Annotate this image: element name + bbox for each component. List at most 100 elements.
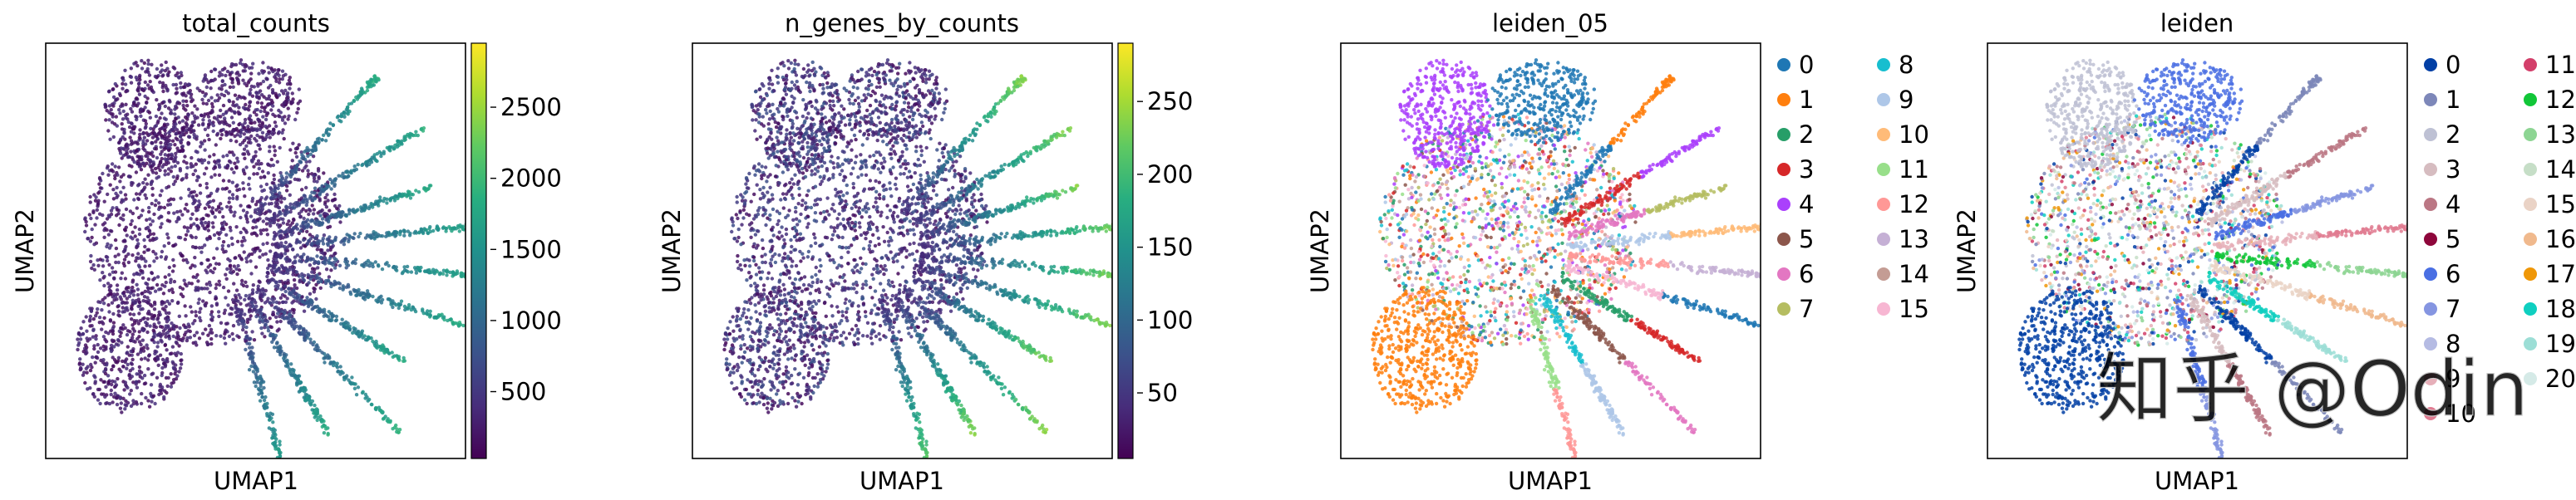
scatter-point — [252, 338, 257, 342]
scatter-point — [881, 225, 885, 229]
scatter-point — [129, 349, 133, 354]
scatter-point — [379, 154, 383, 159]
scatter-point — [129, 306, 134, 311]
scatter-point — [249, 364, 254, 369]
scatter-point — [244, 347, 248, 352]
scatter-point — [253, 247, 258, 251]
scatter-point — [379, 409, 384, 414]
scatter-point — [126, 120, 131, 125]
scatter-point — [144, 395, 148, 400]
scatter-point — [303, 392, 308, 397]
scatter-point — [370, 235, 374, 239]
scatter-point — [365, 159, 370, 164]
scatter-point — [135, 87, 140, 91]
scatter-point — [201, 299, 205, 303]
scatter-point — [120, 156, 124, 160]
scatter-point — [855, 312, 860, 316]
scatter-point — [234, 76, 239, 81]
scatter-point — [111, 112, 115, 116]
scatter-point — [318, 191, 322, 196]
scatter-point — [156, 174, 161, 179]
scatter-point — [247, 130, 252, 134]
scatter-point — [905, 232, 910, 236]
scatter-point — [137, 335, 141, 339]
scatter-point — [396, 140, 400, 144]
scatter-point — [278, 212, 283, 216]
scatter-point — [249, 158, 254, 163]
scatter-point — [293, 255, 298, 259]
scatter-point — [271, 104, 275, 108]
scatter-point — [244, 144, 249, 148]
scatter-point — [286, 210, 290, 214]
scatter-point — [239, 296, 243, 300]
scatter-point — [451, 271, 456, 275]
scatter-point — [107, 214, 111, 219]
scatter-point — [222, 93, 227, 98]
scatter-point — [390, 350, 394, 355]
scatter-point — [401, 228, 406, 233]
scatter-point — [288, 292, 292, 296]
scatter-point — [134, 259, 138, 263]
scatter-point — [298, 324, 303, 329]
scatter-point — [753, 173, 757, 177]
scatter-point — [140, 370, 144, 375]
scatter-point — [278, 443, 282, 447]
scatter-point — [160, 357, 165, 362]
scatter-point — [174, 122, 178, 126]
scatter-point — [362, 295, 366, 300]
scatter-point — [363, 337, 368, 342]
scatter-point — [343, 213, 348, 217]
scatter-point — [107, 118, 111, 122]
scatter-point — [799, 212, 803, 217]
scatter-point — [129, 235, 133, 239]
scatter-point — [325, 242, 330, 246]
scatter-point — [117, 140, 121, 145]
scatter-point — [270, 243, 275, 247]
scatter-point — [234, 267, 239, 271]
scatter-point — [251, 283, 255, 287]
scatter-point — [175, 336, 179, 340]
scatter-point — [374, 341, 379, 346]
scatter-point — [165, 218, 170, 223]
scatter-point — [285, 228, 289, 233]
scatter-point — [88, 194, 92, 199]
scatter-point — [136, 321, 141, 326]
scatter-point — [259, 288, 263, 292]
scatter-point — [333, 251, 337, 256]
scatter-point — [295, 110, 299, 115]
scatter-point — [285, 268, 289, 272]
scatter-point — [104, 340, 109, 344]
scatter-point — [901, 233, 906, 238]
scatter-point — [189, 233, 193, 238]
scatter-point — [115, 402, 120, 407]
scatter-point — [255, 172, 259, 176]
scatter-point — [138, 304, 142, 308]
scatter-point — [146, 399, 150, 403]
scatter-point — [107, 285, 111, 289]
scatter-point — [123, 277, 128, 281]
scatter-point — [355, 293, 359, 297]
scatter-point — [171, 334, 175, 339]
scatter-point — [873, 303, 877, 307]
scatter-point — [115, 395, 120, 400]
scatter-point — [146, 358, 150, 362]
scatter-point — [858, 199, 863, 203]
scatter-point — [904, 166, 909, 171]
scatter-point — [151, 154, 155, 159]
scatter-point — [141, 257, 146, 261]
scatter-point — [184, 233, 189, 237]
scatter-point — [141, 146, 145, 151]
scatter-point — [129, 150, 133, 154]
scatter-point — [308, 400, 312, 405]
scatter-point — [274, 281, 278, 285]
scatter-point — [245, 334, 249, 338]
scatter-point — [444, 229, 448, 233]
scatter-point — [163, 128, 167, 133]
scatter-point — [137, 215, 141, 220]
scatter-point — [131, 380, 135, 385]
scatter-point — [166, 241, 171, 245]
scatter-point — [244, 280, 248, 284]
scatter-point — [156, 357, 160, 361]
scatter-point — [260, 318, 265, 322]
scatter-point — [142, 295, 147, 299]
